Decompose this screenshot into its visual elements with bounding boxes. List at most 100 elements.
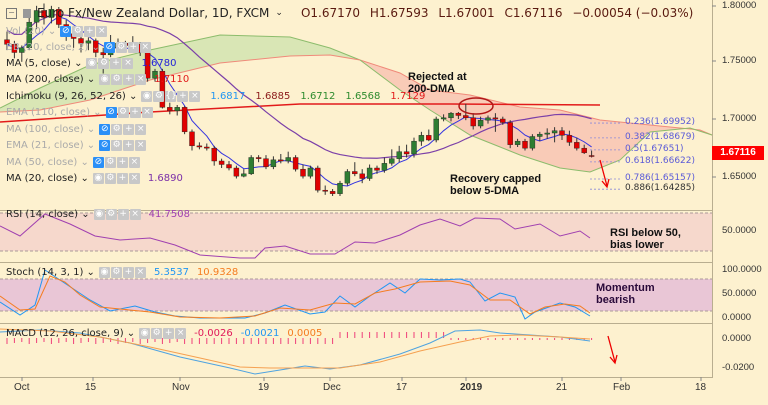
gear-icon[interactable]: ⚙ [111,74,123,85]
indicator-legend[interactable]: EMA (110, close) ⌄ ⊘ ⚙ + × [6,107,153,118]
indicator-label[interactable]: MA (100, close) ⌄ [6,124,96,135]
collapse-icon[interactable]: − [6,7,17,19]
close-icon[interactable]: × [128,173,140,184]
eye-icon[interactable]: ◉ [98,267,110,278]
stoch-legend[interactable]: Stoch (14, 3, 1) ⌄ ◉ ⚙ + × 5.3537 10.9328 [6,267,238,278]
rsi-legend[interactable]: RSI (14, close) ⌄ ◉ ⚙ + × 41.7508 [6,209,190,220]
plus-icon[interactable]: + [84,26,96,37]
gear-icon[interactable]: ⚙ [72,26,84,37]
indicator-legend[interactable]: MA (100, close) ⌄ ⊘ ⚙ + × [6,124,147,135]
gear-icon[interactable]: ⚙ [111,140,123,151]
candle-body [329,191,336,194]
indicator-legend[interactable]: EMA (21, close) ⌄ ⊘ ⚙ + × [6,140,147,151]
candle-body [344,171,351,184]
indicator-label[interactable]: Ichimoku (9, 26, 52, 26) ⌄ [6,91,138,102]
indicator-label[interactable]: MA (20, close) ⌄ [6,173,89,184]
indicator-label[interactable]: EMA (21, close) ⌄ [6,140,96,151]
eye-icon[interactable]: ⊘ [103,42,115,53]
plus-icon[interactable]: + [122,267,134,278]
close-icon[interactable]: × [96,26,108,37]
plus-icon[interactable]: + [123,74,135,85]
plus-icon[interactable]: + [129,107,141,118]
indicator-legend[interactable]: MA (200, close) ⌄ ◉ ⚙ + × 1.7110 [6,74,189,85]
plus-icon[interactable]: + [177,91,189,102]
close-icon[interactable]: × [129,209,141,220]
candle-body [211,147,217,162]
source-code-icon[interactable]: {} [165,91,177,102]
indicator-label[interactable]: MACD (12, 26, close, 9) ⌄ [6,328,136,339]
gear-icon[interactable]: ⚙ [104,173,116,184]
eye-icon[interactable]: ⊘ [60,26,72,37]
indicator-legend[interactable]: MA (20, close) ⌄ ◉ ⚙ + × 1.6890 [6,173,183,184]
indicator-legend[interactable]: BB (20, close, 2) ⌄ ⊘ ⚙ + × [6,42,151,53]
candle-body [152,70,158,79]
indicator-label[interactable]: EMA (110, close) ⌄ [6,107,102,118]
plus-icon[interactable]: + [110,58,122,69]
indicator-label[interactable]: MA (200, close) ⌄ [6,74,96,85]
ma-200-line [0,103,601,123]
close-icon[interactable]: × [128,157,140,168]
indicator-label[interactable]: Vol (20) ⌄ [6,26,57,37]
plus-icon[interactable]: + [127,42,139,53]
indicator-legend[interactable]: Ichimoku (9, 26, 52, 26) ⌄ ◉ ⚙{} + × 1.6817 1.… [6,91,425,102]
indicator-label[interactable]: MA (50, close) ⌄ [6,157,89,168]
indicator-label[interactable]: BB (20, close, 2) ⌄ [6,42,100,53]
gear-icon[interactable]: ⚙ [110,267,122,278]
macd-legend[interactable]: MACD (12, 26, close, 9) ⌄ ◉ ⚙ + × -0.0026 -0.0… [6,328,322,339]
annotation-recovery: Recovery capped below 5-DMA [450,173,542,197]
gear-icon[interactable]: ⚙ [117,107,129,118]
gear-icon[interactable]: ⚙ [151,328,163,339]
chart-header: − Euro Fx/New Zealand Dollar, 1D, FXCM ⌄… [6,6,699,20]
eye-icon[interactable]: ⊘ [92,157,104,168]
indicator-legend[interactable]: MA (5, close) ⌄ ◉ ⚙ + × 1.6780 [6,58,176,69]
chevron-down-icon[interactable]: ⌄ [275,8,283,18]
plus-icon[interactable]: + [163,328,175,339]
gear-icon[interactable]: ⚙ [153,91,165,102]
eye-icon[interactable]: ⊘ [99,140,111,151]
eye-icon[interactable]: ◉ [86,58,98,69]
symbol-title[interactable]: Euro Fx/New Zealand Dollar, 1D, FXCM [37,6,270,20]
y-tick-1.70: 1.70000 [722,113,757,124]
plus-icon[interactable]: + [116,173,128,184]
indicator-buttons: ◉ ⚙ + × [86,58,134,69]
x-tick-18: 18 [695,382,707,393]
plus-icon[interactable]: + [123,124,135,135]
indicator-label[interactable]: RSI (14, close) ⌄ [6,209,90,220]
candle-body [588,155,595,157]
close-icon[interactable]: × [135,124,147,135]
gear-icon[interactable]: ⚙ [115,42,127,53]
close-icon[interactable]: × [139,42,151,53]
gear-icon[interactable]: ⚙ [104,157,116,168]
eye-icon[interactable]: ◉ [93,209,105,220]
plus-icon[interactable]: + [116,157,128,168]
indicator-buttons: ◉ ⚙ + × [139,328,187,339]
indicator-legend[interactable]: MA (50, close) ⌄ ⊘ ⚙ + × [6,157,140,168]
plus-icon[interactable]: + [123,140,135,151]
eye-icon[interactable]: ⊘ [105,107,117,118]
eye-icon[interactable]: ◉ [92,173,104,184]
eye-icon[interactable]: ⊘ [99,124,111,135]
close-icon[interactable]: × [141,107,153,118]
close-icon[interactable]: × [122,58,134,69]
eye-icon[interactable]: ◉ [141,91,153,102]
indicator-value: 1.6712 [300,91,336,102]
fib-label: 0.382(1.68679) [625,131,696,142]
plus-icon[interactable]: + [117,209,129,220]
gear-icon[interactable]: ⚙ [98,58,110,69]
close-icon[interactable]: × [175,328,187,339]
indicator-legend[interactable]: Vol (20) ⌄ ⊘ ⚙ + × [6,26,108,37]
close-icon[interactable]: × [189,91,201,102]
indicator-label[interactable]: MA (5, close) ⌄ [6,58,83,69]
gear-icon[interactable]: ⚙ [111,124,123,135]
close-icon[interactable]: × [135,74,147,85]
close-icon[interactable]: × [134,267,146,278]
close-icon[interactable]: × [135,140,147,151]
gear-icon[interactable]: ⚙ [105,209,117,220]
indicator-label[interactable]: Stoch (14, 3, 1) ⌄ [6,267,95,278]
ichimoku-cloud-green-span-b [0,54,361,113]
eye-icon[interactable]: ◉ [99,74,111,85]
candle-body [255,157,262,159]
eye-icon[interactable]: ◉ [139,328,151,339]
